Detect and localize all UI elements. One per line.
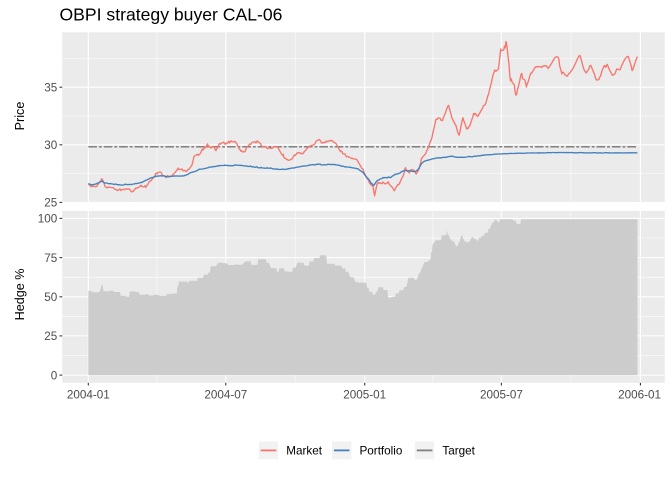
svg-text:OBPI strategy buyer CAL-06: OBPI strategy buyer CAL-06 <box>60 5 283 25</box>
svg-text:0: 0 <box>51 369 58 382</box>
svg-text:Portfolio: Portfolio <box>360 445 403 458</box>
svg-text:Market: Market <box>286 445 322 458</box>
svg-text:25: 25 <box>44 330 58 343</box>
svg-text:2004-01: 2004-01 <box>67 388 110 401</box>
svg-text:Hedge %: Hedge % <box>13 269 27 321</box>
svg-text:2004-07: 2004-07 <box>204 388 247 401</box>
svg-text:25: 25 <box>44 197 58 210</box>
svg-text:Price: Price <box>13 102 27 131</box>
svg-text:100: 100 <box>38 213 58 226</box>
svg-text:30: 30 <box>44 139 58 152</box>
svg-text:2006-01: 2006-01 <box>618 388 661 401</box>
svg-text:2005-07: 2005-07 <box>480 388 523 401</box>
svg-text:2005-01: 2005-01 <box>343 388 386 401</box>
svg-text:Target: Target <box>442 445 475 458</box>
svg-text:35: 35 <box>44 81 58 94</box>
svg-text:50: 50 <box>44 291 58 304</box>
svg-text:75: 75 <box>44 252 58 265</box>
